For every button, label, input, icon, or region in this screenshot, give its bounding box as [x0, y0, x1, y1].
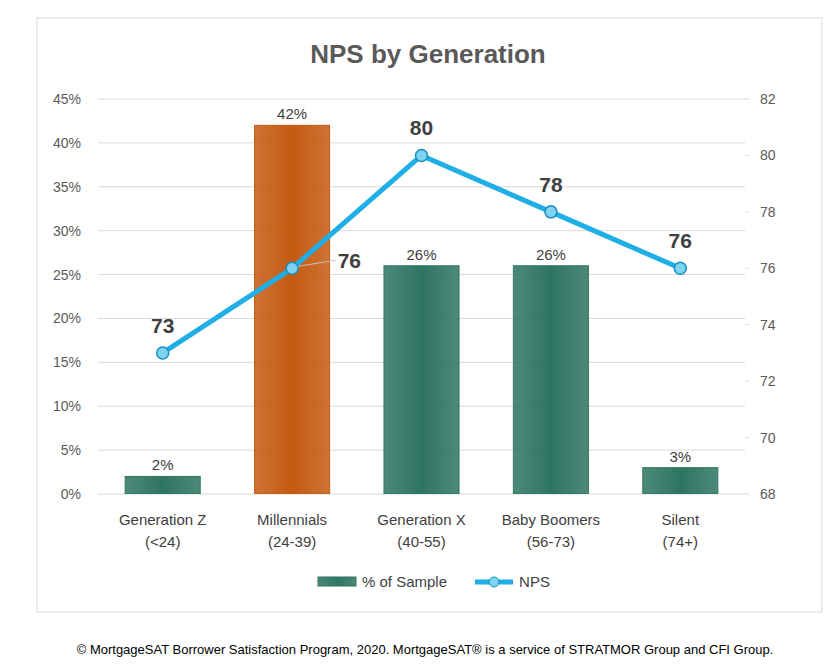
y-tick-label: 45%	[53, 91, 81, 107]
bar-label: 26%	[536, 246, 566, 263]
y2-tick-label: 80	[760, 147, 776, 163]
y2-tick	[745, 437, 749, 438]
line-marker	[545, 206, 557, 218]
grid-line	[98, 230, 745, 231]
bar-label: 26%	[406, 246, 436, 263]
y2-tick	[745, 381, 749, 382]
legend: % of Sample NPS	[318, 573, 550, 590]
grid-line	[98, 186, 745, 187]
bar	[125, 476, 200, 494]
legend-label: % of Sample	[362, 573, 447, 590]
y2-tick-label: 68	[760, 486, 776, 502]
x-tick-label-line: (74+)	[663, 533, 698, 550]
y2-tick	[745, 494, 749, 495]
x-tick-label: Generation Z (<24)	[119, 511, 207, 550]
x-tick-label-line: (24-39)	[268, 533, 316, 550]
x-tick-label-line: (<24)	[145, 533, 180, 550]
line-marker	[674, 262, 686, 274]
line-label: 78	[539, 173, 563, 196]
x-tick-label-line: (56-73)	[527, 533, 575, 550]
x-tick-label: Generation X (40-55)	[377, 511, 465, 550]
bar	[643, 468, 718, 494]
footer: © MortgageSAT Borrower Satisfaction Prog…	[77, 642, 774, 657]
y2-tick	[745, 324, 749, 325]
x-tick-label-line: (40-55)	[397, 533, 445, 550]
y-tick-label: 35%	[53, 179, 81, 195]
y-tick-label: 25%	[53, 267, 81, 283]
bar-label: 42%	[277, 105, 307, 122]
x-tick-label-line: Baby Boomers	[502, 511, 600, 528]
x-tick-label: Silent (74+)	[662, 511, 700, 550]
y-tick-label: 40%	[53, 135, 81, 151]
line-label: 76	[669, 229, 692, 252]
y2-tick	[745, 211, 749, 212]
legend-marker	[489, 577, 499, 587]
grid-line	[98, 99, 745, 100]
x-tick-label: Millennials (24-39)	[257, 511, 327, 550]
marks	[125, 125, 718, 494]
bar	[255, 125, 330, 494]
chart: NPS by Generation 0% 5% 10% 15% 20% 25% 30% 35% 4…	[0, 0, 837, 669]
chart-frame	[37, 18, 822, 612]
line-label: 76	[338, 249, 361, 272]
y-tick-label: 10%	[53, 398, 81, 414]
y2-tick-label: 76	[760, 260, 776, 276]
y-tick-label: 30%	[53, 223, 81, 239]
y2-tick-label: 82	[760, 91, 776, 107]
y2-tick-label: 78	[760, 204, 776, 220]
x-tick-label: Baby Boomers (56-73)	[502, 511, 600, 550]
legend-swatch	[318, 577, 356, 586]
y-tick-label: 5%	[61, 442, 81, 458]
x-tick-label-line: Generation Z	[119, 511, 207, 528]
y2-tick-label: 70	[760, 430, 776, 446]
x-tick-label-line: Generation X	[377, 511, 465, 528]
grid-line	[98, 142, 745, 143]
y2-tick	[745, 99, 749, 100]
line-marker	[286, 262, 298, 274]
leader-line	[298, 260, 336, 266]
bar	[384, 266, 459, 494]
y-tick-label: 20%	[53, 310, 81, 326]
y2-tick-label: 72	[760, 373, 776, 389]
bar-label: 3%	[669, 448, 691, 465]
line-marker	[157, 347, 169, 359]
line-marker	[416, 149, 428, 161]
y-tick-label: 0%	[61, 486, 81, 502]
x-tick-label-line: Silent	[662, 511, 700, 528]
line-label: 73	[151, 314, 174, 337]
bar-label: 2%	[152, 456, 174, 473]
title: NPS by Generation	[310, 39, 546, 69]
data-labels: 2% 42% 26% 26% 3% 73 76 80 78 76	[151, 105, 692, 473]
y2-tick	[745, 268, 749, 269]
y2-tick	[745, 155, 749, 156]
bar	[513, 266, 588, 494]
line	[163, 155, 681, 352]
y-tick-label: 15%	[53, 354, 81, 370]
x-tick-label-line: Millennials	[257, 511, 327, 528]
legend-label: NPS	[519, 573, 550, 590]
y2-tick-label: 74	[760, 317, 776, 333]
line-label: 80	[410, 116, 433, 139]
